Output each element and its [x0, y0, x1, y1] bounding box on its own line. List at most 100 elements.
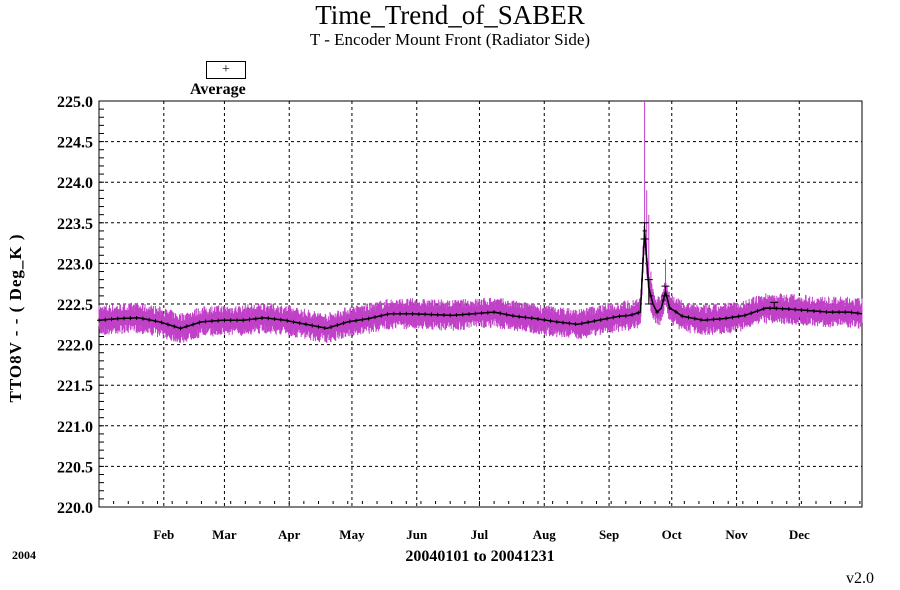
average-marker	[115, 316, 120, 321]
average-marker	[341, 321, 346, 326]
average-marker	[253, 316, 258, 321]
average-marker	[260, 316, 265, 321]
average-marker	[454, 313, 459, 318]
average-marker	[724, 316, 729, 321]
average-marker	[742, 313, 747, 318]
average-marker	[423, 312, 428, 317]
average-marker	[404, 311, 409, 316]
average-marker	[310, 323, 315, 328]
average-marker	[586, 320, 591, 325]
average-marker	[793, 307, 798, 312]
average-marker	[611, 315, 616, 320]
average-marker	[222, 318, 227, 323]
average-marker	[636, 310, 641, 315]
average-marker	[498, 311, 503, 316]
average-marker	[316, 324, 321, 329]
average-marker	[335, 323, 340, 328]
average-marker	[780, 306, 785, 311]
average-marker	[128, 316, 133, 321]
x-tick-label: Mar	[212, 527, 237, 542]
average-marker	[448, 313, 453, 318]
average-marker	[786, 307, 791, 312]
average-marker	[467, 312, 472, 317]
average-marker	[241, 318, 246, 323]
average-marker	[761, 306, 766, 311]
average-marker	[655, 310, 660, 315]
average-marker	[172, 324, 177, 329]
raw-series-trace	[98, 101, 863, 343]
average-marker	[165, 322, 170, 327]
average-marker	[529, 316, 534, 321]
average-marker	[843, 310, 848, 315]
average-marker	[140, 316, 145, 321]
average-marker	[122, 316, 127, 321]
average-marker	[667, 306, 672, 311]
average-marker	[429, 312, 434, 317]
average-marker	[441, 313, 446, 318]
date-range-label: 20040101 to 20041231	[405, 548, 555, 565]
average-marker	[385, 312, 390, 317]
y-tick-label: 224.0	[57, 175, 93, 192]
average-marker	[291, 319, 296, 324]
average-marker	[410, 311, 415, 316]
average-marker	[360, 317, 365, 322]
average-marker	[354, 318, 359, 323]
average-marker	[561, 320, 566, 325]
average-marker	[648, 293, 653, 298]
average-marker	[329, 325, 334, 330]
version-label: v2.0	[846, 570, 874, 587]
average-marker	[692, 316, 697, 321]
average-marker	[103, 317, 108, 322]
average-marker	[705, 317, 710, 322]
average-marker	[197, 320, 202, 325]
y-tick-label: 223.0	[57, 256, 93, 273]
average-marker	[479, 311, 484, 316]
average-marker	[811, 308, 816, 313]
average-marker	[272, 317, 277, 322]
average-marker	[824, 309, 829, 314]
average-marker	[322, 325, 327, 330]
average-marker	[517, 314, 522, 319]
chart-subtitle: T - Encoder Mount Front (Radiator Side)	[309, 30, 591, 49]
x-tick-label: Jul	[471, 527, 489, 542]
y-tick-label: 222.5	[57, 297, 93, 314]
average-marker	[460, 312, 465, 317]
y-tick-label: 221.0	[57, 419, 93, 436]
average-marker	[285, 318, 290, 323]
x-tick-label: Feb	[153, 527, 174, 542]
average-marker	[548, 318, 553, 323]
average-marker	[159, 320, 164, 325]
average-marker	[805, 308, 810, 313]
x-tick-label: Apr	[278, 527, 301, 542]
error-bar	[640, 222, 649, 240]
average-marker	[736, 314, 741, 319]
average-marker	[372, 315, 377, 320]
average-marker	[749, 311, 754, 316]
average-marker	[191, 322, 196, 327]
average-marker	[398, 311, 403, 316]
average-marker	[297, 321, 302, 326]
average-marker	[818, 309, 823, 314]
average-marker	[573, 322, 578, 327]
average-marker	[391, 311, 396, 316]
y-tick-label: 224.5	[57, 135, 93, 152]
average-marker	[153, 319, 158, 324]
average-marker	[830, 310, 835, 315]
average-marker	[109, 317, 114, 322]
average-marker	[630, 312, 635, 317]
average-marker	[554, 319, 559, 324]
average-marker	[435, 312, 440, 317]
average-marker	[485, 310, 490, 315]
error-bar	[644, 279, 653, 305]
average-marker	[247, 317, 252, 322]
average-marker	[542, 317, 547, 322]
x-tick-label: Dec	[789, 527, 810, 542]
error-bar	[661, 285, 670, 297]
x-tick-label: May	[339, 527, 365, 542]
average-marker	[686, 315, 691, 320]
average-marker	[730, 315, 735, 320]
y-tick-label: 220.5	[57, 459, 93, 476]
average-marker	[623, 313, 628, 318]
average-marker	[673, 309, 678, 314]
average-marker	[592, 319, 597, 324]
